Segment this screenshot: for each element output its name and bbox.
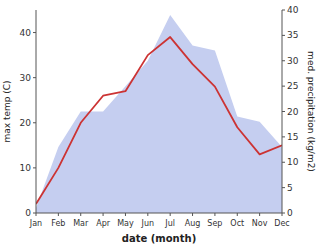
- left-axis-line: [36, 10, 37, 213]
- x-tick-label: Dec: [274, 219, 289, 228]
- y2-tick-label: 25: [287, 81, 298, 91]
- y-axis-label: max temp (C): [2, 80, 12, 142]
- x-tick-label: Aug: [185, 219, 201, 228]
- y2-tick: [282, 35, 285, 36]
- x-tick: [259, 213, 260, 216]
- y2-tick-label: 30: [287, 56, 299, 66]
- x-tick-label: Jul: [164, 219, 175, 228]
- x-tick: [125, 213, 126, 216]
- y-tick-label: 10: [20, 163, 32, 173]
- y2-tick: [282, 10, 285, 11]
- y2-axis-label: med. precipitation (kg/m2): [306, 51, 316, 172]
- axes: 0 10 20 30 40 0 5 10 15 20 25 30 35 40 Jan Feb Mar Apr May…: [20, 5, 299, 228]
- x-tick: [80, 213, 81, 216]
- y-tick-label: 0: [25, 208, 31, 218]
- x-tick: [58, 213, 59, 216]
- y2-tick-label: 35: [287, 30, 298, 40]
- y-tick-label: 20: [20, 118, 32, 128]
- y2-tick: [282, 60, 285, 61]
- y-tick: [33, 122, 36, 123]
- y2-tick-label: 20: [287, 107, 299, 117]
- y2-tick: [282, 111, 285, 112]
- x-tick-label: Sep: [207, 219, 222, 228]
- x-tick: [282, 213, 283, 216]
- y2-tick: [282, 136, 285, 137]
- x-tick-label: Oct: [230, 219, 244, 228]
- x-axis-line: [36, 213, 282, 214]
- x-tick: [147, 213, 148, 216]
- y-tick: [33, 32, 36, 33]
- x-tick-label: Apr: [96, 219, 111, 228]
- y2-tick-label: 10: [287, 157, 299, 167]
- y2-tick-label: 0: [287, 208, 293, 218]
- x-axis-label: date (month): [122, 233, 196, 244]
- x-tick: [36, 213, 37, 216]
- x-tick: [237, 213, 238, 216]
- plot-area: [36, 15, 282, 213]
- y2-tick: [282, 86, 285, 87]
- y-tick-label: 30: [20, 73, 32, 83]
- chart: 0 10 20 30 40 0 5 10 15 20 25 30 35 40 Jan Feb Mar Apr May…: [0, 0, 318, 247]
- x-tick: [103, 213, 104, 216]
- y-tick: [33, 77, 36, 78]
- precipitation-area: [36, 15, 282, 213]
- y-tick-label: 40: [20, 28, 32, 38]
- x-tick-label: Mar: [73, 219, 89, 228]
- x-tick-label: Feb: [51, 219, 65, 228]
- y2-tick-label: 15: [287, 132, 298, 142]
- y2-tick-label: 40: [287, 5, 299, 15]
- x-tick: [192, 213, 193, 216]
- temperature-line: [36, 37, 282, 204]
- x-tick-label: Jan: [29, 219, 42, 228]
- y2-tick-label: 5: [287, 183, 293, 193]
- y2-tick: [282, 162, 285, 163]
- y2-tick: [282, 187, 285, 188]
- x-tick: [170, 213, 171, 216]
- x-tick-label: May: [117, 219, 134, 228]
- x-tick: [214, 213, 215, 216]
- y-tick: [33, 167, 36, 168]
- x-tick-label: Jun: [141, 219, 155, 228]
- x-tick-label: Nov: [252, 219, 268, 228]
